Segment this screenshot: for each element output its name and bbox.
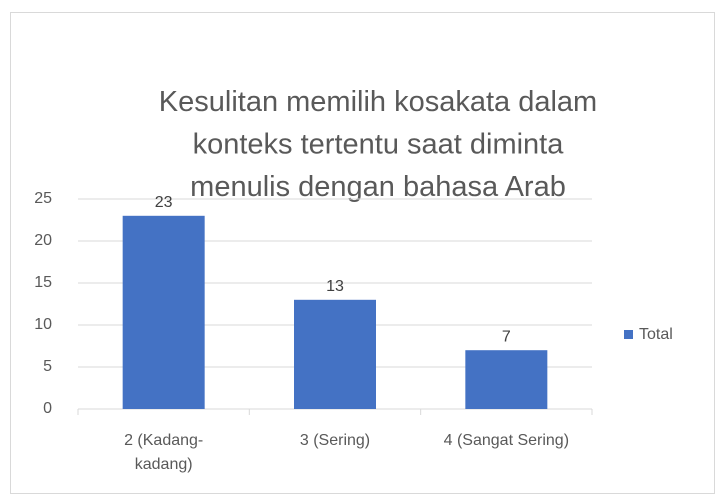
chart-border xyxy=(10,12,715,494)
y-tick-label: 20 xyxy=(34,232,52,249)
y-tick-label: 15 xyxy=(34,274,52,291)
x-tick-label: 2 (Kadang-kadang) xyxy=(124,432,203,473)
bar xyxy=(465,350,548,409)
legend-swatch xyxy=(624,330,633,339)
y-tick-label: 10 xyxy=(34,316,52,333)
y-tick-label: 5 xyxy=(43,358,52,375)
chart-title: Kesulitan memilih kosakata dalam konteks … xyxy=(159,86,597,203)
legend-label: Total xyxy=(639,326,673,343)
bar xyxy=(122,215,205,409)
data-label: 23 xyxy=(155,194,173,211)
data-label: 13 xyxy=(326,278,344,295)
x-tick-label: 4 (Sangat Sering) xyxy=(444,432,569,449)
data-label: 7 xyxy=(502,328,511,345)
y-tick-label: 0 xyxy=(43,400,52,417)
y-tick-label: 25 xyxy=(34,190,52,207)
x-tick-label: 3 (Sering) xyxy=(300,432,370,449)
bar xyxy=(294,299,376,409)
